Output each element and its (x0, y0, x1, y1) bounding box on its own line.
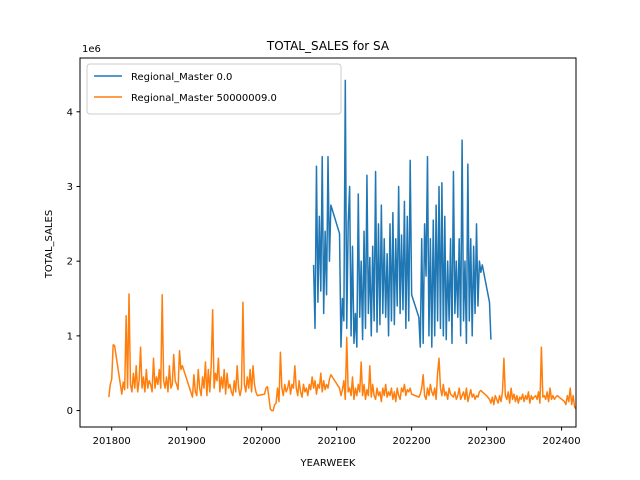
x-tick-label: 202000 (243, 436, 281, 447)
y-tick-label: 3 (67, 182, 73, 193)
y-tick-label: 2 (67, 257, 73, 268)
x-tick-label: 201800 (93, 436, 131, 447)
x-tick-label: 202100 (318, 436, 356, 447)
series-line-1 (108, 293, 577, 412)
legend-box (86, 63, 342, 115)
plot-area (108, 79, 577, 412)
x-axis-label: YEARWEEK (300, 458, 356, 469)
x-tick-label: 202200 (393, 436, 431, 447)
x-tick-label: 202400 (542, 436, 580, 447)
y-tick-label: 0 (67, 406, 73, 417)
x-tick-label: 202300 (468, 436, 506, 447)
x-axis: 201800 201900 202000 202100 202200 202300 2024… (93, 427, 581, 447)
y-tick-label: 4 (67, 107, 73, 118)
x-tick-label: 201900 (168, 436, 206, 447)
y-offset-label: 1e6 (82, 44, 101, 55)
y-axis: 0 1 2 3 4 (67, 107, 80, 417)
legend-entry-1: Regional_Master 50000009.0 (131, 93, 277, 104)
y-tick-label: 1 (67, 331, 73, 342)
legend-entry-0: Regional_Master 0.0 (131, 72, 232, 83)
y-axis-label: TOTAL_SALES (44, 210, 55, 279)
plot-frame (79, 57, 577, 428)
legend: Regional_Master 0.0 Regional_Master 50000… (86, 63, 342, 115)
chart-title: TOTAL_SALES for SA (266, 39, 390, 53)
series-line-0 (312, 79, 492, 348)
